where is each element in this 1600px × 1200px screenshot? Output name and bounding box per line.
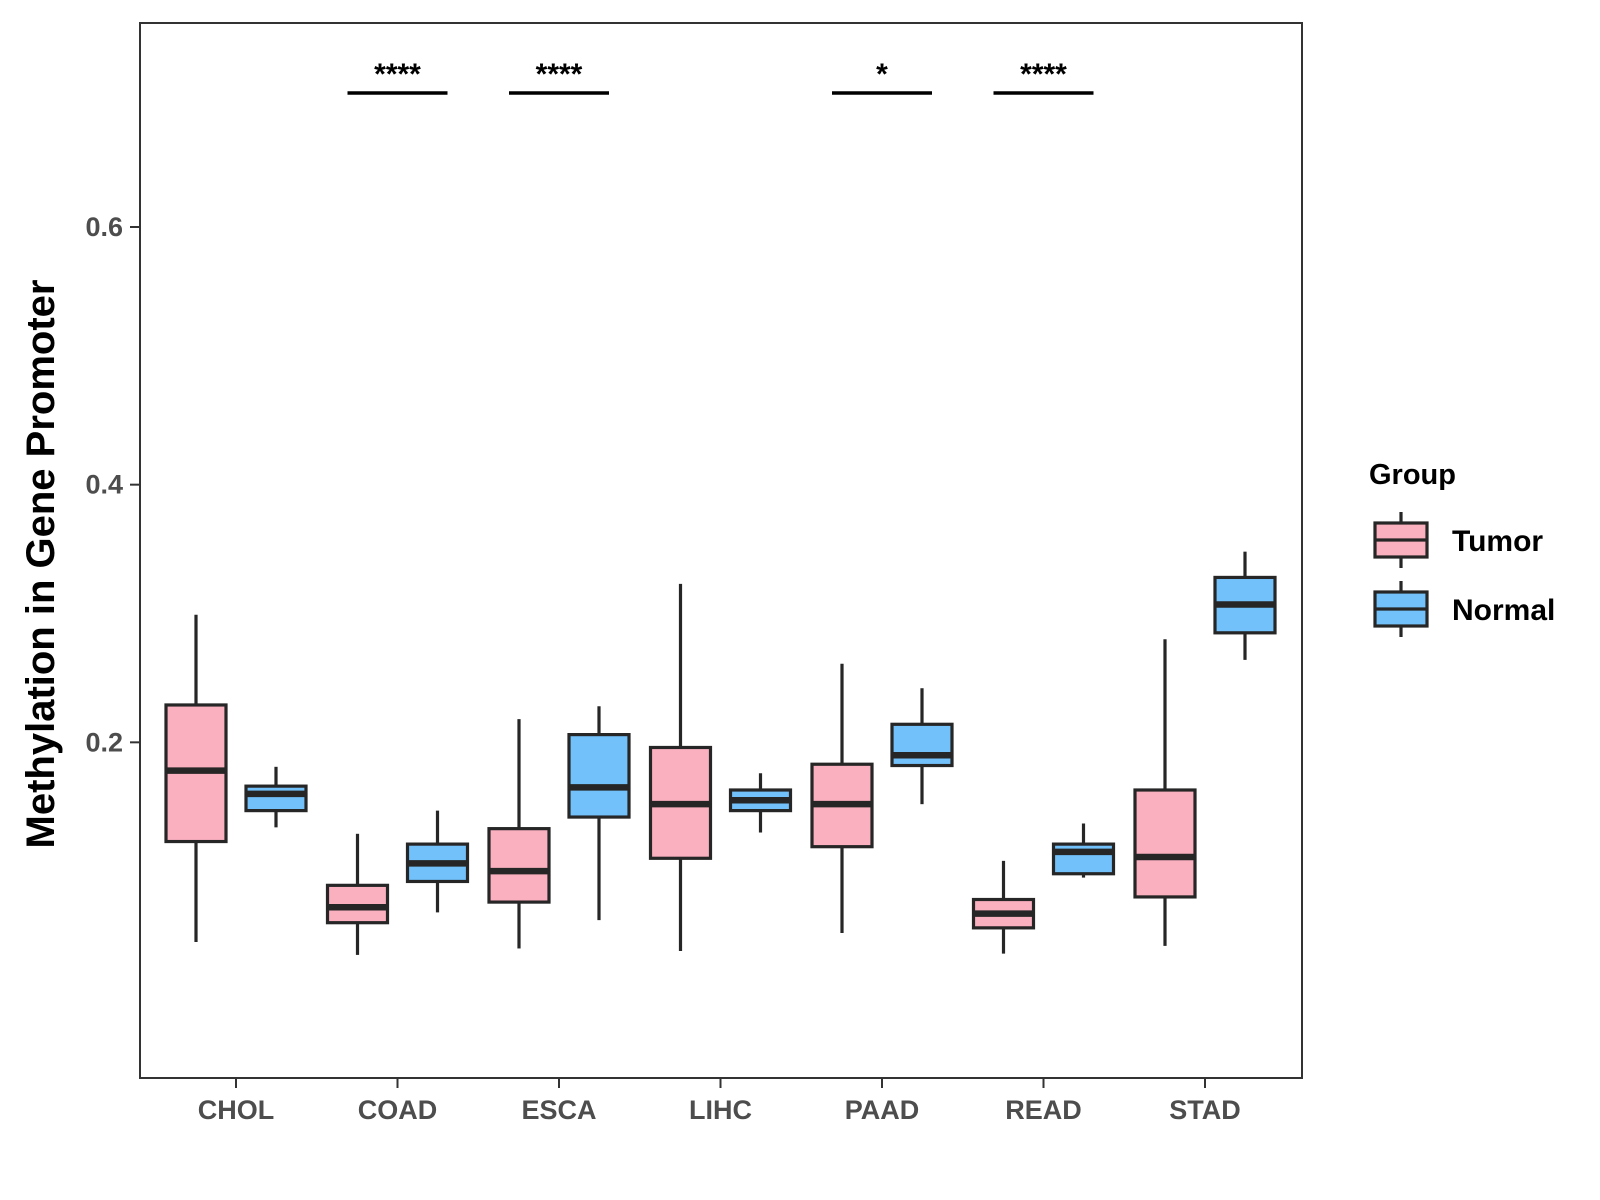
significance-label: **** bbox=[1020, 58, 1067, 91]
y-axis-title: Methylation in Gene Promoter bbox=[19, 280, 63, 849]
legend-item-tumor: Tumor bbox=[1373, 512, 1543, 568]
legend-title: Group bbox=[1369, 459, 1456, 491]
box-iqr bbox=[244, 784, 308, 813]
significance-label: **** bbox=[374, 58, 421, 91]
y-axis: 0.2 0.4 0.6 bbox=[85, 212, 140, 757]
legend-label: Tumor bbox=[1452, 525, 1543, 558]
x-tick-label: CHOL bbox=[198, 1095, 275, 1125]
legend-label: Normal bbox=[1452, 594, 1555, 627]
x-tick-label: ESCA bbox=[521, 1095, 596, 1125]
significance-label: **** bbox=[536, 58, 583, 91]
box-tumor-esca bbox=[487, 719, 551, 949]
box-iqr bbox=[487, 827, 551, 904]
box-tumor-chol bbox=[164, 614, 228, 943]
x-tick-label: PAAD bbox=[845, 1095, 920, 1125]
box-normal-read bbox=[1051, 823, 1116, 878]
y-tick-label: 0.6 bbox=[85, 212, 123, 242]
box-normal-stad bbox=[1213, 551, 1277, 660]
boxes bbox=[164, 551, 1277, 955]
x-tick-label: COAD bbox=[358, 1095, 438, 1125]
box-normal-chol bbox=[244, 766, 308, 828]
box-tumor-paad bbox=[810, 663, 874, 934]
box-tumor-stad bbox=[1133, 639, 1197, 946]
box-tumor-coad bbox=[325, 833, 390, 955]
box-normal-coad bbox=[405, 810, 470, 913]
box-iqr bbox=[890, 722, 954, 768]
legend-item-normal: Normal bbox=[1373, 581, 1555, 637]
box-iqr bbox=[1133, 788, 1197, 899]
x-tick-label: STAD bbox=[1169, 1095, 1241, 1125]
box-normal-esca bbox=[567, 706, 631, 921]
significance-annotations: **** **** * **** bbox=[347, 58, 1094, 95]
y-tick-label: 0.2 bbox=[85, 727, 123, 757]
y-tick-label: 0.4 bbox=[85, 470, 123, 500]
legend: Group Tumor Normal bbox=[1369, 459, 1555, 637]
box-normal-paad bbox=[890, 688, 954, 805]
x-tick-label: READ bbox=[1005, 1095, 1082, 1125]
box-tumor-lihc bbox=[648, 583, 713, 952]
box-tumor-read bbox=[971, 860, 1036, 954]
box-iqr bbox=[567, 733, 631, 819]
x-tick-label: LIHC bbox=[689, 1095, 752, 1125]
box-iqr bbox=[1051, 842, 1116, 876]
box-normal-lihc bbox=[728, 773, 793, 833]
significance-label: * bbox=[876, 58, 888, 91]
plot-panel bbox=[139, 22, 1303, 1079]
x-axis: CHOL COAD ESCA LIHC PAAD READ STAD bbox=[198, 1078, 1241, 1125]
